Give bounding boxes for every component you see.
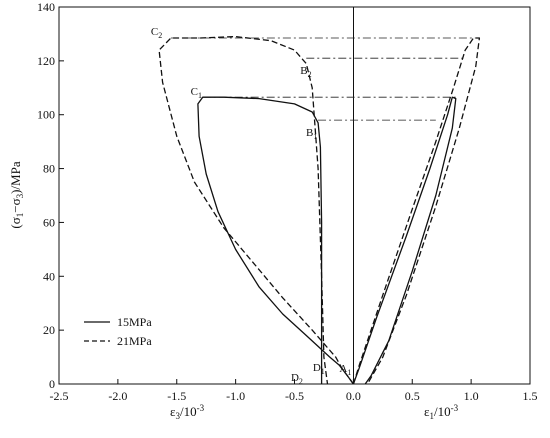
x-tick-label: -1.5 [167, 389, 186, 403]
x-tick-label: -2.5 [50, 389, 69, 403]
y-tick-label: 40 [43, 269, 55, 283]
y-axis-title: (σ1−σ3)/MPa [8, 161, 25, 228]
x-tick-label: -2.0 [108, 389, 127, 403]
x-axis-title-left: ε3/10-3 [170, 403, 205, 421]
series-21mpa-axial-curve [352, 37, 481, 385]
point-label-d1: D1 [313, 362, 325, 376]
x-axis-title-right: ε1/10-3 [424, 403, 459, 421]
series-15mpa-axial-curve [352, 96, 457, 385]
legend-label-21mpa: 21MPa [117, 334, 152, 348]
ticks-group: -2.5 -2.0 -1.5 -1.0 -0.5 0.0 0.5 1.0 1.5 0 20 40 60 8… [37, 0, 538, 403]
x-tick-label: -1.0 [226, 389, 245, 403]
y-tick-label: 0 [49, 377, 55, 391]
point-label-b1: B1 [306, 127, 317, 141]
legend: 15MPa 21MPa [84, 315, 152, 348]
y-tick-label: 140 [37, 0, 55, 14]
y-tick-label: 80 [43, 162, 55, 176]
x-tick-label: 1.0 [464, 389, 479, 403]
y-tick-label: 120 [37, 54, 55, 68]
y-tick-label: 20 [43, 323, 55, 337]
point-label-c1: C1 [191, 86, 202, 100]
guide-lines-group [170, 37, 480, 121]
y-tick-label: 100 [37, 108, 55, 122]
point-label-d2: D2 [291, 372, 303, 386]
legend-label-15mpa: 15MPa [117, 315, 152, 329]
series-21mpa-lateral-curve [158, 35, 354, 385]
series-15mpa-lateral-curve [197, 96, 354, 385]
point-labels-group: C2 B2 C1 B1 D2 D1 A1 [151, 26, 351, 386]
y-tick-label: 60 [43, 215, 55, 229]
point-label-a1: A1 [339, 363, 351, 377]
x-tick-label: -0.5 [285, 389, 304, 403]
point-label-c2: C2 [151, 26, 162, 40]
x-tick-label: 0.5 [405, 389, 420, 403]
series-group [158, 35, 481, 385]
x-tick-label: 1.5 [523, 389, 538, 403]
point-label-b2: B2 [300, 65, 311, 79]
x-tick-label: 0.0 [346, 389, 361, 403]
